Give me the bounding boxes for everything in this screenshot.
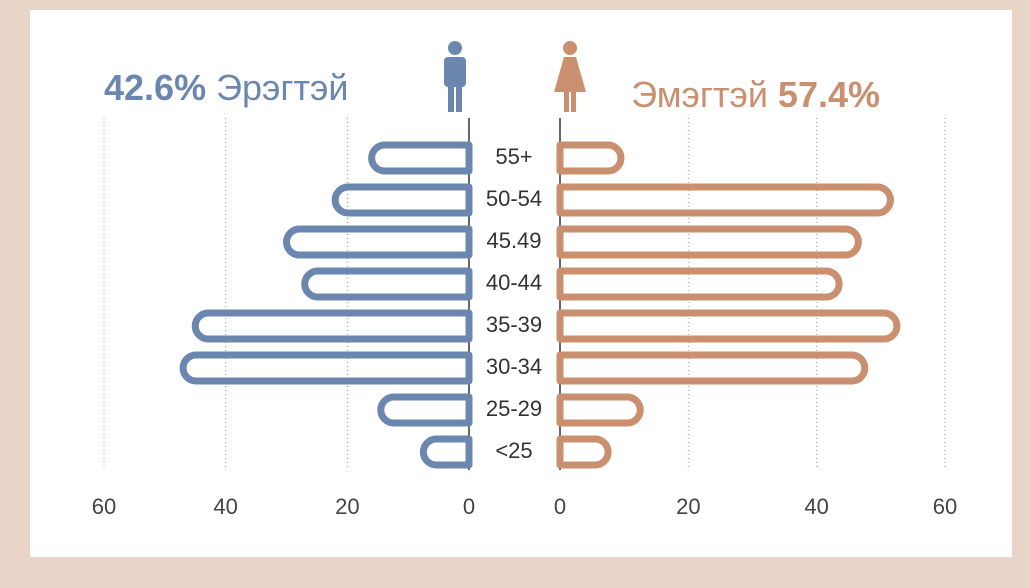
- category-label: 25-29: [486, 396, 542, 421]
- panel: [30, 10, 1012, 557]
- bar: [377, 393, 473, 427]
- x-tick-label: 20: [335, 494, 359, 519]
- female-name: Эмэгтэй: [631, 74, 768, 115]
- bar: [368, 141, 473, 175]
- category-label: 50-54: [486, 186, 542, 211]
- bar: [556, 267, 843, 301]
- bar: [556, 435, 612, 469]
- bar: [331, 183, 473, 217]
- x-tick-label: 60: [933, 494, 957, 519]
- category-label: 55+: [495, 144, 532, 169]
- x-tick-label: 60: [92, 494, 116, 519]
- bar: [301, 267, 473, 301]
- category-label: <25: [495, 438, 532, 463]
- bar: [556, 351, 869, 385]
- female-icon: [554, 41, 586, 112]
- bar: [179, 351, 473, 385]
- category-label: 35-39: [486, 312, 542, 337]
- category-label: 30-34: [486, 354, 542, 379]
- x-tick-label: 40: [213, 494, 237, 519]
- bar: [191, 309, 473, 343]
- male-share: 42.6%: [104, 67, 206, 108]
- male-name: Эрэгтэй: [216, 67, 348, 108]
- category-label: 45.49: [486, 228, 541, 253]
- x-tick-label: 20: [676, 494, 700, 519]
- x-tick-label: 0: [463, 494, 475, 519]
- x-tick-label: 40: [804, 494, 828, 519]
- bar: [556, 225, 862, 259]
- bar: [419, 435, 473, 469]
- female-header: Эмэгтэй 57.4%: [631, 74, 880, 115]
- category-label: 40-44: [486, 270, 542, 295]
- bar: [556, 309, 901, 343]
- bar: [556, 141, 625, 175]
- male-header: 42.6% Эрэгтэй: [104, 67, 348, 108]
- male-icon: [444, 41, 466, 112]
- x-tick-label: 0: [554, 494, 566, 519]
- female-share: 57.4%: [778, 74, 880, 115]
- bar: [556, 183, 894, 217]
- bar: [556, 393, 644, 427]
- bar: [283, 225, 473, 259]
